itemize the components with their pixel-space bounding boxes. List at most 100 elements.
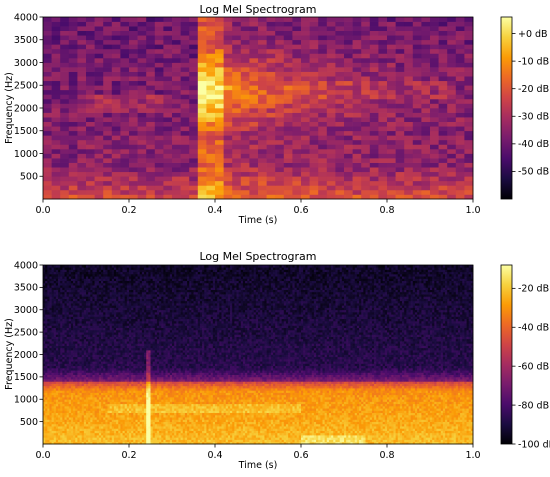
heatmap-cell	[456, 415, 459, 418]
heatmap-cell	[267, 149, 276, 154]
heatmap-cell	[275, 431, 278, 434]
heatmap-cell	[284, 190, 293, 195]
heatmap-cell	[404, 31, 413, 36]
heatmap-cell	[353, 67, 362, 72]
heatmap-cell	[428, 426, 431, 429]
heatmap-cell	[224, 49, 233, 54]
heatmap-cell	[353, 167, 362, 172]
heatmap-cell	[127, 419, 130, 422]
heatmap-cell	[267, 22, 276, 27]
heatmap-cell	[206, 31, 215, 36]
heatmap-cell	[344, 72, 353, 77]
heatmap-cell	[318, 17, 327, 22]
heatmap-cell	[249, 58, 258, 63]
heatmap-cell	[77, 63, 86, 68]
heatmap-cell	[335, 94, 344, 99]
heatmap-cell	[271, 431, 274, 434]
heatmap-cell	[350, 433, 353, 436]
heatmap-cell	[211, 417, 214, 420]
heatmap-cell	[172, 176, 181, 181]
heatmap-cell	[228, 435, 231, 438]
heatmap-cell	[112, 131, 121, 136]
heatmap-cell	[43, 126, 52, 131]
heatmap-cell	[413, 63, 422, 68]
heatmap-cell	[299, 437, 302, 440]
heatmap-cell	[60, 85, 69, 90]
heatmap-cell	[67, 417, 70, 420]
heatmap-cell	[370, 163, 379, 168]
heatmap-cell	[419, 419, 422, 422]
heatmap-cell	[387, 103, 396, 108]
heatmap-cell	[163, 31, 172, 36]
heatmap-cell	[163, 433, 166, 436]
heatmap-cell	[389, 431, 392, 434]
heatmap-cell	[155, 413, 158, 416]
heatmap-cell	[187, 431, 190, 434]
heatmap-cell	[112, 176, 121, 181]
heatmap-cell	[456, 433, 459, 436]
heatmap-cell	[95, 190, 104, 195]
heatmap-cell	[258, 154, 267, 159]
heatmap-cell	[353, 22, 362, 27]
heatmap-cell	[292, 435, 295, 438]
heatmap-cell	[138, 40, 147, 45]
heatmap-cell	[344, 31, 353, 36]
heatmap-cell	[318, 144, 327, 149]
heatmap-cell	[288, 428, 291, 431]
heatmap-cell	[69, 63, 78, 68]
heatmap-cell	[62, 426, 65, 429]
heatmap-cell	[378, 40, 387, 45]
heatmap-cell	[327, 113, 336, 118]
heatmap-cell	[426, 413, 429, 416]
heatmap-cell	[464, 72, 473, 77]
heatmap-cell	[284, 131, 293, 136]
y-tick-label: 1000	[14, 149, 38, 160]
heatmap-cell	[393, 428, 396, 431]
heatmap-cell	[275, 185, 284, 190]
heatmap-cell	[456, 172, 465, 177]
heatmap-cell	[75, 440, 78, 443]
heatmap-cell	[469, 415, 472, 418]
heatmap-cell	[413, 417, 416, 420]
heatmap-cell	[464, 94, 473, 99]
heatmap-cell	[65, 428, 68, 431]
heatmap-cell	[215, 181, 224, 186]
heatmap-cell	[108, 426, 111, 429]
heatmap-cell	[245, 419, 248, 422]
heatmap-cell	[187, 415, 190, 418]
heatmap-cell	[464, 122, 473, 127]
heatmap-cell	[172, 190, 181, 195]
heatmap-cell	[99, 435, 102, 438]
heatmap-cell	[333, 433, 336, 436]
heatmap-cell	[258, 144, 267, 149]
heatmap-cell	[318, 103, 327, 108]
heatmap-cell	[202, 424, 205, 427]
heatmap-cell	[138, 113, 147, 118]
heatmap-cell	[95, 417, 98, 420]
heatmap-cell	[456, 435, 459, 438]
heatmap-cell	[314, 435, 317, 438]
heatmap-cell	[75, 431, 78, 434]
heatmap-cell	[120, 419, 123, 422]
heatmap-cell	[402, 440, 405, 443]
heatmap-cell	[178, 424, 181, 427]
heatmap-cell	[413, 167, 422, 172]
heatmap-cell	[52, 433, 55, 436]
heatmap-cell	[464, 63, 473, 68]
heatmap-cell	[138, 53, 147, 58]
heatmap-cell	[467, 424, 470, 427]
heatmap-cell	[155, 31, 164, 36]
heatmap-cell	[224, 31, 233, 36]
heatmap-cell	[241, 117, 250, 122]
heatmap-cell	[129, 126, 138, 131]
heatmap-cell	[88, 437, 91, 440]
heatmap-cell	[312, 413, 315, 416]
heatmap-cell	[77, 149, 86, 154]
heatmap-cell	[387, 415, 390, 418]
heatmap-cell	[198, 44, 207, 49]
heatmap-cell	[378, 58, 387, 63]
heatmap-cell	[353, 76, 362, 81]
heatmap-cell	[77, 144, 86, 149]
heatmap-cell	[361, 58, 370, 63]
heatmap-cell	[47, 413, 50, 416]
